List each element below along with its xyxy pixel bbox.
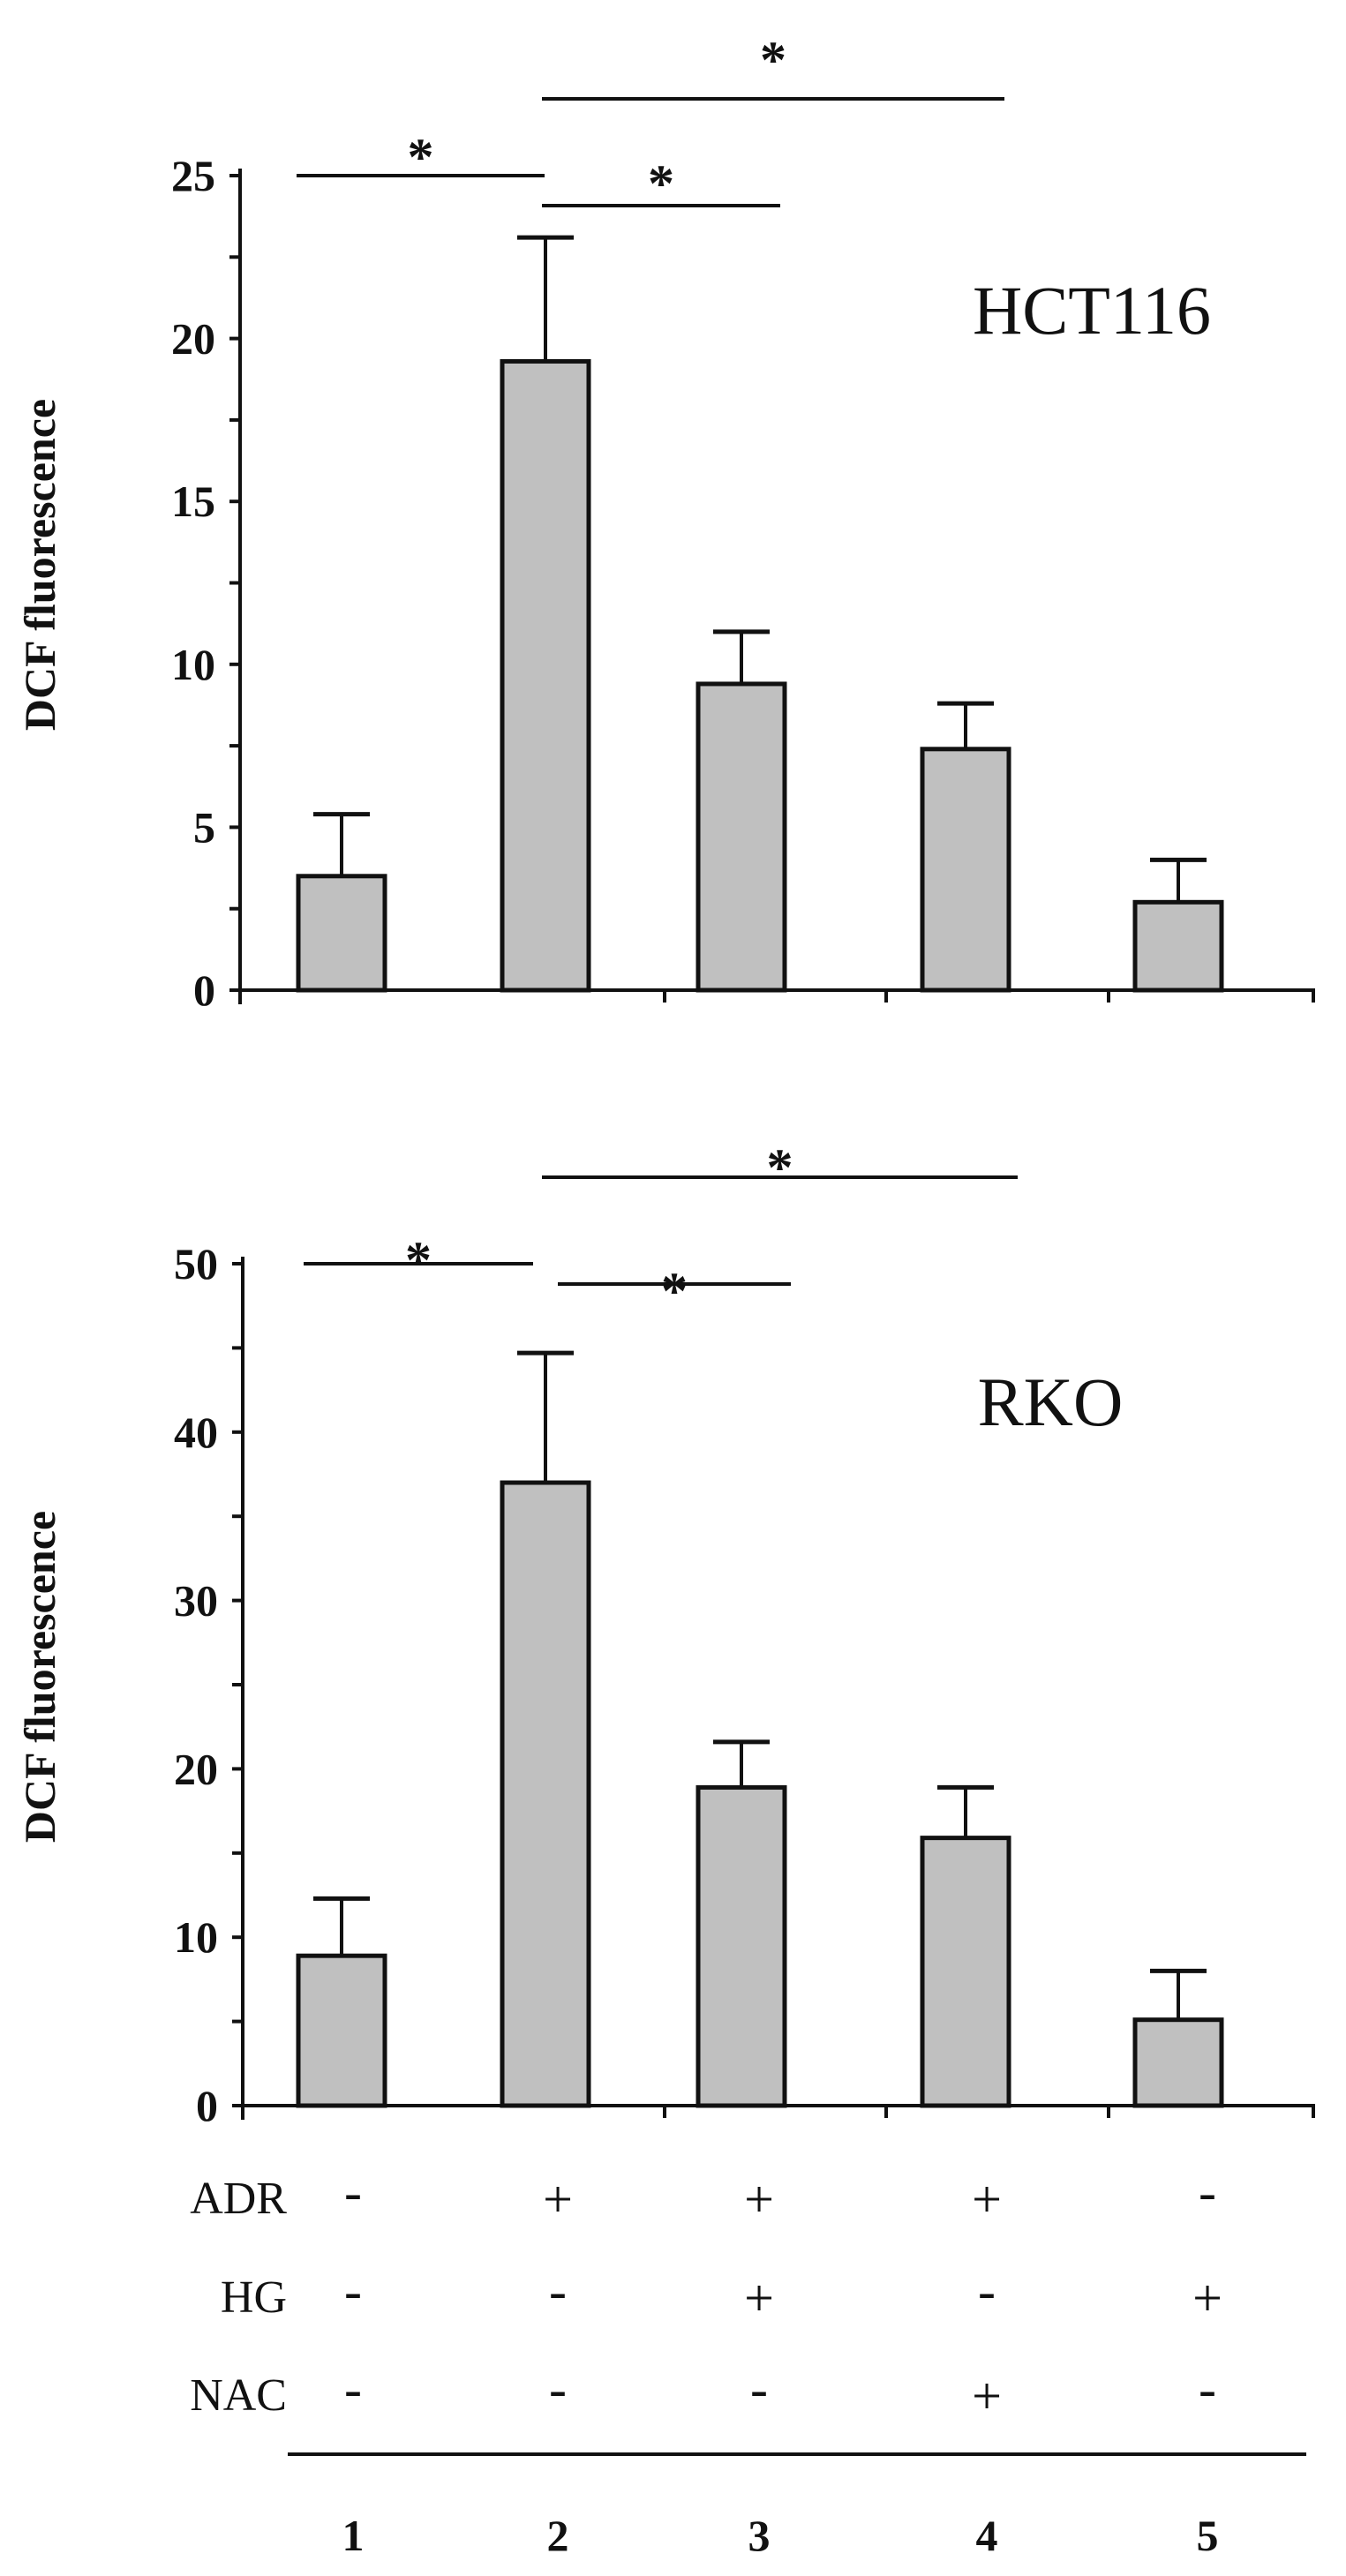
y-tick-label: 0 bbox=[196, 2081, 218, 2130]
treatment-table: ADR - + + + - HG - - + - + NAC - - - + - 1 2 3 4 5 bbox=[190, 2163, 1306, 2560]
y-tick-label: 50 bbox=[174, 1239, 218, 1288]
y-tick-label: 40 bbox=[174, 1408, 218, 1457]
chart-title: RKO bbox=[978, 1363, 1124, 1440]
chart-panel-1: 0 5 10 15 20 25 DCF fluorescence HCT116 * * * bbox=[15, 31, 1315, 1015]
y-tick-label: 20 bbox=[171, 314, 215, 364]
treatment-sign: - bbox=[750, 2360, 768, 2418]
treatment-sign: - bbox=[344, 2262, 362, 2320]
lane-number: 4 bbox=[976, 2511, 998, 2560]
treatment-sign: - bbox=[978, 2262, 996, 2320]
chart-title: HCT116 bbox=[973, 272, 1211, 349]
significance-asterisk: * bbox=[661, 1262, 688, 1320]
y-tick-label: 15 bbox=[171, 477, 215, 526]
treatment-sign: + bbox=[972, 2170, 1002, 2228]
bar-5 bbox=[1132, 2017, 1224, 2108]
y-tick-label: 30 bbox=[174, 1576, 218, 1626]
y-tick-label: 5 bbox=[193, 802, 215, 852]
chart-panel-2: 0 10 20 30 40 50 DCF fluorescence RKO * * * bbox=[15, 1138, 1315, 2130]
bar-2 bbox=[500, 358, 591, 993]
significance-asterisk: * bbox=[767, 1138, 793, 1197]
bar-1 bbox=[296, 874, 387, 993]
lane-number: 1 bbox=[342, 2511, 365, 2560]
y-axis-label: DCF fluorescence bbox=[15, 399, 64, 731]
treatment-sign: + bbox=[744, 2269, 774, 2327]
treatment-sign: - bbox=[344, 2163, 362, 2221]
treatment-sign: - bbox=[1199, 2163, 1216, 2221]
treatment-sign: - bbox=[1199, 2360, 1216, 2418]
treatment-sign: + bbox=[744, 2170, 774, 2228]
bar-3 bbox=[696, 1784, 787, 2108]
significance-asterisk: * bbox=[408, 128, 434, 186]
treatment-sign: - bbox=[344, 2360, 362, 2418]
treatment-label-hg: HG bbox=[221, 2272, 287, 2323]
y-tick-label: 25 bbox=[171, 151, 215, 200]
lane-number: 5 bbox=[1197, 2511, 1219, 2560]
y-tick-label: 10 bbox=[171, 640, 215, 689]
bar-1 bbox=[296, 1953, 387, 2108]
bar-4 bbox=[920, 1836, 1011, 2108]
treatment-label-nac: NAC bbox=[190, 2370, 287, 2421]
y-tick-label: 0 bbox=[193, 965, 215, 1015]
y-tick-label: 10 bbox=[174, 1912, 218, 1962]
bar-2 bbox=[500, 1480, 591, 2108]
bar-5 bbox=[1132, 899, 1224, 993]
bar-3 bbox=[696, 681, 787, 993]
lane-number: 2 bbox=[547, 2511, 569, 2560]
y-tick-label: 20 bbox=[174, 1744, 218, 1793]
treatment-sign: + bbox=[972, 2367, 1002, 2425]
significance-asterisk: * bbox=[405, 1231, 432, 1289]
lane-number: 3 bbox=[748, 2511, 771, 2560]
treatment-sign: - bbox=[549, 2360, 567, 2418]
treatment-label-adr: ADR bbox=[190, 2174, 287, 2224]
treatment-sign: - bbox=[549, 2262, 567, 2320]
significance-asterisk: * bbox=[648, 154, 674, 213]
bar-4 bbox=[920, 747, 1011, 993]
treatment-sign: + bbox=[1192, 2269, 1222, 2327]
significance-asterisk: * bbox=[760, 31, 786, 89]
y-axis-label: DCF fluorescence bbox=[15, 1511, 64, 1843]
treatment-sign: + bbox=[543, 2170, 573, 2228]
